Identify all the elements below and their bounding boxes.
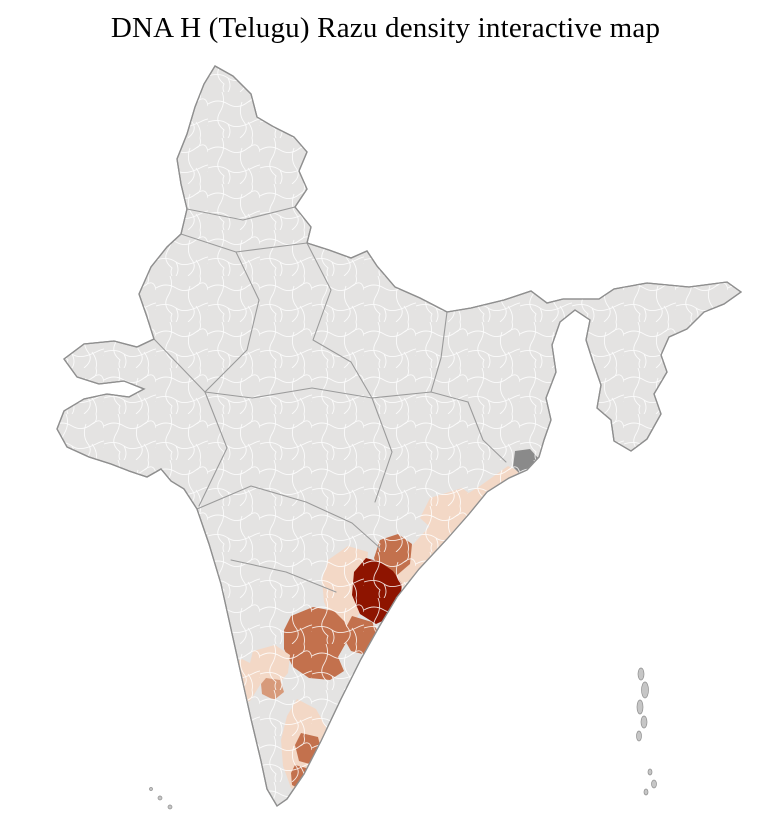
state-borders: [153, 206, 507, 593]
andaman-nicobar-islands: [149, 667, 657, 810]
page-title: DNA H (Telugu) Razu density interactive …: [110, 12, 661, 44]
district-mosaic-overlay: [57, 66, 741, 806]
